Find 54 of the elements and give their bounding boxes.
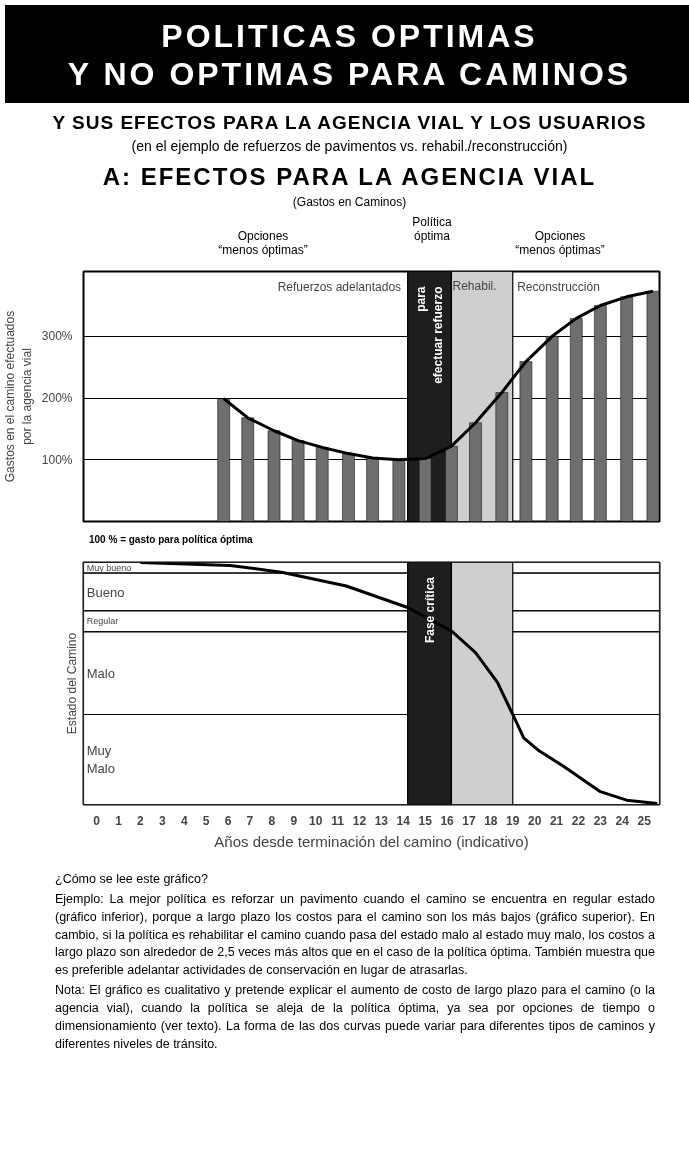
x-tick-label: 16 bbox=[440, 813, 455, 828]
x-tick-label: 7 bbox=[246, 813, 254, 828]
band-label: Regular bbox=[86, 616, 119, 627]
x-tick-label: 6 bbox=[224, 813, 232, 828]
band-label: Muy bueno bbox=[86, 562, 132, 573]
text: POLITICAS OPTIMAS Y NO OPTIMAS PARA CAMINOS bbox=[5, 5, 689, 103]
y-tick-label: 200% bbox=[41, 391, 73, 406]
x-tick-label: 19 bbox=[506, 813, 520, 828]
x-tick-label: 3 bbox=[159, 813, 167, 828]
x-tick-label: 18 bbox=[484, 813, 498, 828]
band-label: Muy Malo bbox=[86, 742, 115, 776]
band-label: Rehabil. bbox=[452, 279, 497, 293]
text: (en el ejemplo de refuerzos de pavimentos vs. rehabil./reconstrucción) bbox=[130, 137, 569, 157]
x-tick-label: 9 bbox=[290, 813, 298, 828]
text: Opciones “menos óptimas” bbox=[515, 229, 605, 257]
x-tick-label: 4 bbox=[180, 813, 188, 828]
x-tick-label: 11 bbox=[331, 813, 345, 828]
x-tick-label: 0 bbox=[93, 813, 101, 828]
x-tick-label: 14 bbox=[396, 813, 411, 828]
x-tick-label: 17 bbox=[462, 813, 476, 828]
x-axis-title: Años desde terminación del camino (indicativo) bbox=[214, 832, 529, 850]
text: Política óptima bbox=[412, 215, 452, 243]
band-label: Malo bbox=[86, 665, 115, 681]
y-tick-label: 100% bbox=[41, 452, 73, 467]
x-tick-label: 21 bbox=[549, 813, 564, 828]
x-tick-label: 13 bbox=[374, 813, 389, 828]
chart-title: A: EFECTOS PARA LA AGENCIA VIAL bbox=[101, 162, 598, 193]
x-tick-label: 10 bbox=[308, 813, 323, 828]
x-tick-label: 12 bbox=[352, 813, 367, 828]
text: ¿Cómo se lee este gráfico? bbox=[55, 871, 209, 888]
x-tick-label: 8 bbox=[268, 813, 276, 828]
text: 100 % = gasto para política óptima bbox=[89, 533, 253, 547]
text: Nota: El gráfico es cualitativo y pretende explicar el aumento de costo de largo plazo para el camino (o la agencia vial), cuando la política se aleja de la política óptima, ya sea por opciones de tiempo o dimensionamiento (ver texto). La forma de las dos curvas puede variar para diferentes tipos de caminos y diferentes niveles de tránsito. bbox=[55, 982, 655, 1053]
x-tick-label: 5 bbox=[202, 813, 210, 828]
y-axis-title: Gastos en el camino efectuados por la agencia vial bbox=[3, 310, 34, 483]
band-label: Bueno bbox=[86, 584, 125, 600]
chart-subtitle: (Gastos en Caminos) bbox=[291, 194, 408, 212]
text: Opciones “menos óptimas” bbox=[218, 229, 308, 257]
x-tick-label: 23 bbox=[593, 813, 608, 828]
band-label: Fase crítica bbox=[422, 576, 437, 644]
x-tick-label: 25 bbox=[637, 813, 652, 828]
y-tick-label: 300% bbox=[41, 329, 73, 344]
annotation: Refuerzos adelantados bbox=[277, 279, 402, 294]
x-tick-label: 1 bbox=[115, 813, 123, 828]
text: Ejemplo: La mejor política es reforzar un pavimento cuando el camino se encuentra en regular estado (gráfico inferior), porque a largo plazo los costos para el camino son los más bajos (gráfico superior). En cambio, si la política es rehabilitar el camino cuando pasa del estado malo al estado muy malo, los costos a largo plazo son alrededor de 2,5 veces más altos que en el caso de la política óptima. También muestra que es preferible adelantar actividades de conservación en lugar de atrasarlas. bbox=[55, 890, 655, 980]
x-tick-label: 20 bbox=[527, 813, 542, 828]
x-tick-label: 15 bbox=[418, 813, 433, 828]
x-tick-label: 22 bbox=[571, 813, 586, 828]
text: Y SUS EFECTOS PARA LA AGENCIA VIAL Y LOS USUARIOS bbox=[51, 111, 648, 135]
band-label: para efectuar refuerzo bbox=[414, 286, 445, 384]
y-axis-title: Estado del Camino bbox=[64, 632, 79, 735]
x-tick-label: 2 bbox=[137, 813, 145, 828]
x-tick-label: 24 bbox=[615, 813, 630, 828]
annotation: Reconstrucción bbox=[517, 279, 600, 294]
